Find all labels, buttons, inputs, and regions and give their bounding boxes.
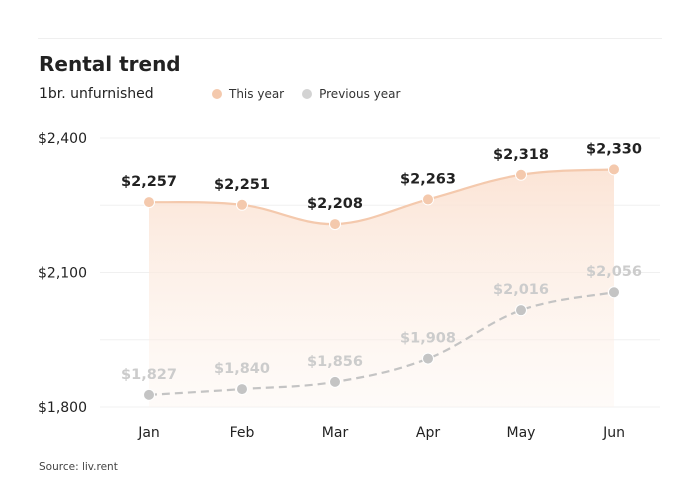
x-tick-label: Feb bbox=[230, 425, 255, 441]
data-label-previous-year: $1,840 bbox=[214, 361, 270, 377]
data-label-this-year: $2,263 bbox=[400, 171, 456, 187]
x-tick-label: Jan bbox=[137, 425, 160, 441]
y-tick-label: $2,100 bbox=[38, 266, 87, 282]
legend-item-this-year: This year bbox=[212, 87, 284, 101]
data-label-this-year: $2,330 bbox=[586, 141, 642, 157]
data-label-previous-year: $2,056 bbox=[586, 264, 642, 280]
y-tick-label: $2,400 bbox=[38, 131, 87, 147]
data-label-previous-year: $2,016 bbox=[493, 282, 549, 298]
point-this-year bbox=[236, 198, 248, 211]
data-label-previous-year: $1,827 bbox=[121, 367, 177, 383]
data-label-this-year: $2,208 bbox=[307, 196, 363, 212]
x-tick-label: Mar bbox=[322, 425, 349, 441]
data-label-this-year: $2,257 bbox=[121, 174, 177, 190]
legend-item-previous-year: Previous year bbox=[302, 87, 400, 101]
legend-swatch-this-year bbox=[212, 89, 222, 99]
data-label-this-year: $2,318 bbox=[493, 147, 549, 163]
data-label-previous-year: $1,908 bbox=[400, 331, 456, 347]
point-previous-year bbox=[236, 383, 248, 396]
x-tick-label: Jun bbox=[602, 425, 625, 441]
source-note: Source: liv.rent bbox=[39, 461, 118, 473]
point-this-year bbox=[143, 196, 155, 209]
data-label-previous-year: $1,856 bbox=[307, 354, 363, 370]
line-previous-year bbox=[148, 291, 615, 396]
line-this-year bbox=[148, 168, 615, 226]
point-this-year bbox=[608, 163, 620, 176]
data-label-this-year: $2,251 bbox=[214, 177, 270, 193]
point-previous-year bbox=[608, 286, 620, 299]
legend-swatch-previous-year bbox=[302, 89, 313, 99]
point-this-year bbox=[515, 168, 527, 181]
point-previous-year bbox=[515, 304, 527, 317]
top-divider bbox=[38, 38, 662, 39]
area-this-year bbox=[149, 169, 614, 407]
point-previous-year bbox=[329, 375, 341, 388]
point-this-year bbox=[329, 218, 341, 231]
point-previous-year bbox=[422, 352, 434, 365]
chart-subtitle: 1br. unfurnished bbox=[39, 86, 154, 102]
x-tick-label: Apr bbox=[416, 425, 440, 441]
x-tick-label: May bbox=[507, 425, 536, 441]
point-this-year bbox=[422, 193, 434, 206]
legend-label-this-year: This year bbox=[229, 87, 285, 101]
legend-label-previous-year: Previous year bbox=[319, 87, 401, 101]
point-previous-year bbox=[143, 388, 155, 401]
y-tick-label: $1,800 bbox=[38, 400, 87, 416]
legend: This year Previous year bbox=[212, 87, 418, 101]
chart-title: Rental trend bbox=[39, 52, 181, 76]
